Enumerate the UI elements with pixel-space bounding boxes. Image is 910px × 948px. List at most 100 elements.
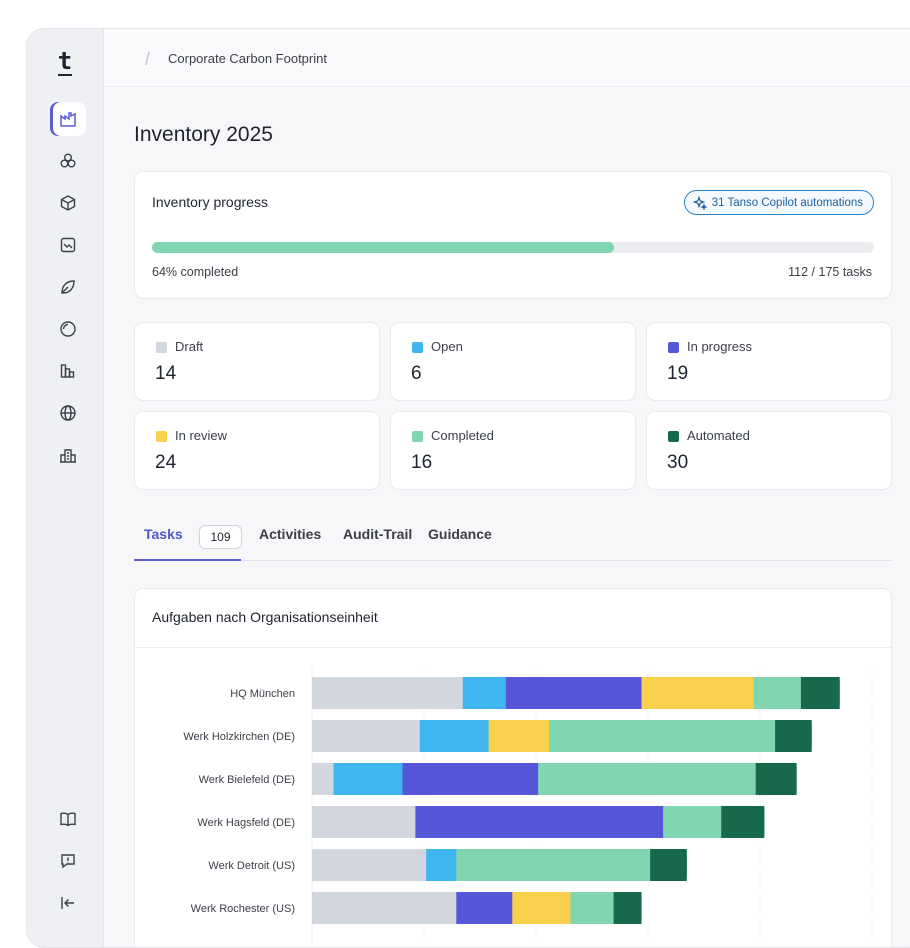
tasks-by-unit-chart-card: Aufgaben nach Organisationseinheit HQ Mü… — [134, 588, 892, 947]
status-swatch — [412, 342, 423, 353]
bar-end-cap — [803, 720, 812, 752]
progress-bar-fill — [152, 242, 615, 253]
nav-item-cube[interactable] — [50, 186, 86, 220]
breadcrumb[interactable]: Corporate Carbon Footprint — [168, 51, 327, 66]
chart-category-label: Werk Holzkirchen (DE) — [183, 731, 295, 743]
app-logo[interactable]: t — [57, 47, 73, 75]
bar-segment-completed[interactable] — [538, 763, 757, 795]
bar-segment-in-progress[interactable] — [402, 763, 539, 795]
bar-segment-open[interactable] — [426, 849, 457, 881]
bar-end-cap — [788, 763, 797, 795]
stat-card-in-review[interactable]: In review 24 — [134, 411, 380, 490]
chart-divider — [135, 647, 891, 648]
stat-card-open[interactable]: Open 6 — [390, 322, 636, 401]
chart-category-label: Werk Bielefeld (DE) — [199, 774, 295, 786]
stat-label: Completed — [431, 428, 494, 443]
nav-item-target[interactable] — [50, 312, 86, 346]
bar-segment-completed[interactable] — [570, 892, 615, 924]
book-icon — [60, 812, 76, 827]
stat-label: Draft — [175, 339, 204, 354]
stat-value: 24 — [155, 452, 177, 473]
stat-label: In progress — [687, 339, 753, 354]
bar-segment-in-progress[interactable] — [505, 677, 643, 709]
status-swatch — [156, 342, 167, 353]
stat-card-draft[interactable]: Draft 14 — [134, 322, 380, 401]
progress-bar — [152, 242, 874, 253]
sidebar: t — [27, 29, 104, 947]
bar-segment-in-progress[interactable] — [456, 892, 513, 924]
bar-segment-completed[interactable] — [456, 849, 651, 881]
bar-segment-in-review[interactable] — [641, 677, 755, 709]
bar-end-cap — [678, 849, 687, 881]
nav-item-buildings[interactable] — [50, 438, 86, 472]
stat-card-automated[interactable]: Automated 30 — [646, 411, 892, 490]
copilot-label: 31 Tanso Copilot automations — [711, 196, 863, 209]
stat-card-in-progress[interactable]: In progress 19 — [646, 322, 892, 401]
bar-end-cap — [633, 892, 642, 924]
bar-segment-draft[interactable] — [312, 806, 416, 838]
nav-item-factory[interactable] — [50, 102, 86, 136]
globe-icon — [60, 405, 76, 421]
sparkle-icon — [692, 195, 707, 210]
status-swatch — [668, 431, 679, 442]
topbar: / Corporate Carbon Footprint — [104, 29, 910, 87]
stat-card-completed[interactable]: Completed 16 — [390, 411, 636, 490]
leaf-icon — [61, 280, 75, 294]
bar-segment-draft[interactable] — [312, 720, 421, 752]
feedback-icon — [61, 854, 75, 869]
status-swatch — [668, 342, 679, 353]
hexagons-icon — [60, 153, 76, 168]
bar-segment-open[interactable] — [462, 677, 507, 709]
nav-item-docs[interactable] — [50, 802, 86, 836]
tab-bar: Tasks 109 Activities Audit-Trail Guidanc… — [134, 523, 892, 561]
nav-item-collapse[interactable] — [50, 886, 86, 920]
inventory-progress-card: Inventory progress 31 Tanso Copilot auto… — [134, 171, 892, 299]
bar-end-cap — [756, 806, 765, 838]
chart-category-label: Werk Rochester (US) — [191, 903, 295, 915]
nav-item-leaf[interactable] — [50, 270, 86, 304]
cube-icon — [60, 195, 76, 211]
bar-segment-completed[interactable] — [548, 720, 776, 752]
stat-value: 30 — [667, 452, 689, 473]
nav-item-chart-box[interactable] — [50, 228, 86, 262]
stacked-bar-chart: HQ München Werk Holzkirchen (DE) Werk Biel… — [183, 668, 873, 947]
tab-label: Tasks — [144, 526, 183, 542]
chart-category-label: Werk Hagsfeld (DE) — [197, 817, 295, 829]
copilot-automations-button[interactable]: 31 Tanso Copilot automations — [683, 190, 874, 215]
stat-value: 14 — [155, 363, 177, 384]
tab-guidance[interactable]: Guidance — [428, 526, 492, 542]
bar-segment-draft[interactable] — [312, 763, 335, 795]
bar-segment-open[interactable] — [333, 763, 403, 795]
bar-segment-in-review[interactable] — [488, 720, 550, 752]
bar-segment-completed[interactable] — [663, 806, 722, 838]
bar-segment-in-progress[interactable] — [415, 806, 664, 838]
tab-activities[interactable]: Activities — [259, 526, 322, 542]
chart-box-icon — [60, 237, 76, 253]
nav-item-feedback[interactable] — [50, 844, 86, 878]
bars-icon — [60, 364, 75, 378]
bar-segment-open[interactable] — [419, 720, 490, 752]
bar-end-cap — [831, 677, 840, 709]
chart-category-label: HQ München — [230, 688, 295, 700]
stat-label: In review — [175, 428, 228, 443]
tab-tasks[interactable]: Tasks 109 — [144, 525, 242, 549]
bar-segment-draft[interactable] — [312, 677, 464, 709]
bar-segment-draft[interactable] — [312, 849, 427, 881]
page-title: Inventory 2025 — [134, 123, 273, 146]
target-icon — [60, 321, 76, 337]
buildings-icon — [60, 449, 76, 463]
bar-segment-in-review[interactable] — [512, 892, 571, 924]
bar-segment-completed[interactable] — [753, 677, 802, 709]
stat-label: Automated — [687, 428, 750, 443]
chart-title: Aufgaben nach Organisationseinheit — [152, 609, 378, 625]
tab-audit-trail[interactable]: Audit-Trail — [343, 526, 413, 542]
logo-underline — [58, 74, 72, 76]
nav-item-hexagons[interactable] — [50, 144, 86, 178]
nav-item-bars[interactable] — [50, 354, 86, 388]
bar-segment-draft[interactable] — [312, 892, 457, 924]
app-window: t — [26, 28, 910, 948]
nav-item-globe[interactable] — [50, 396, 86, 430]
factory-icon — [60, 112, 76, 127]
progress-task-count: 112 / 175 tasks — [788, 265, 872, 279]
active-tab-indicator — [134, 559, 241, 561]
